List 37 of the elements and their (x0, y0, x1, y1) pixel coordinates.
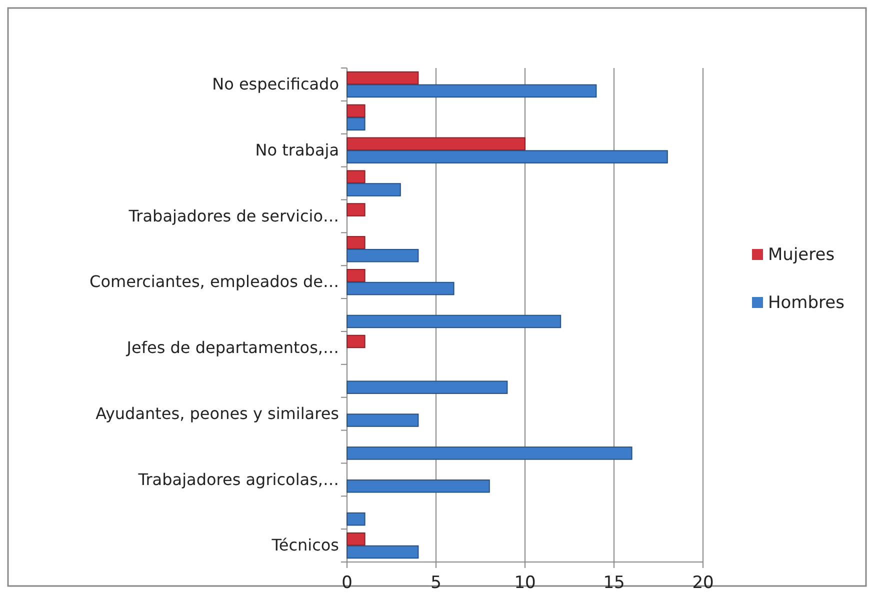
bar (346, 446, 632, 460)
y-tick-label: Trabajadores de servicio… (128, 206, 339, 226)
bar (346, 314, 562, 328)
y-tick-label: Técnicos (270, 536, 339, 555)
bar (346, 479, 490, 493)
bar (346, 236, 366, 250)
bar (346, 248, 419, 262)
bar (346, 268, 366, 282)
y-tick-label: No trabaja (255, 140, 339, 160)
bar (346, 104, 366, 118)
legend-label: Hombres (768, 293, 845, 313)
bar (346, 532, 366, 546)
x-tick-label: 5 (430, 573, 442, 594)
bar (346, 170, 366, 184)
x-tick-label: 20 (692, 573, 714, 594)
bar (346, 84, 597, 98)
bar (346, 117, 366, 130)
x-tick-label: 15 (603, 573, 625, 594)
bar (346, 137, 526, 151)
bar (346, 150, 668, 164)
bar (346, 71, 419, 85)
legend-label: Mujeres (768, 245, 835, 265)
y-tick-label: No especificado (212, 74, 339, 94)
bar (346, 414, 419, 427)
bar (346, 380, 508, 394)
bar (346, 282, 454, 296)
bar (346, 334, 366, 348)
bar (346, 183, 401, 196)
bar (346, 545, 419, 559)
x-tick-label: 0 (342, 573, 352, 594)
y-tick-label: Ayudantes, peones y similares (96, 404, 339, 423)
y-tick-label: Jefes de departamentos,… (126, 338, 339, 358)
bar (346, 203, 366, 216)
x-tick-label: 10 (514, 573, 536, 594)
y-tick-label: Comerciantes, empleados de… (90, 272, 339, 292)
bar (346, 512, 366, 526)
y-tick-label: Trabajadores agricolas,… (137, 470, 339, 489)
